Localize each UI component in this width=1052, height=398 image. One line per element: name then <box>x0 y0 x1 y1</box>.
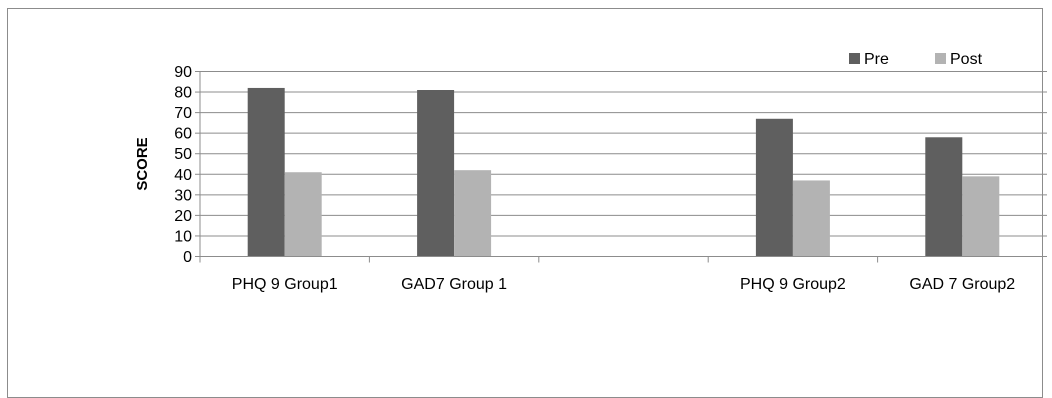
category-label: GAD7 Group 1 <box>401 276 507 293</box>
y-tick-label: 10 <box>174 228 192 245</box>
bar-post-4 <box>962 176 1000 257</box>
chart-frame <box>7 8 1043 398</box>
y-tick-label: 20 <box>174 208 192 225</box>
y-axis-title: SCORE <box>134 137 151 190</box>
y-tick-label: 0 <box>183 249 192 266</box>
category-labels: PHQ 9 Group1 GAD7 Group 1 PHQ 9 Group2 GAD … <box>232 276 1016 293</box>
legend-label-pre: Pre <box>864 51 889 68</box>
bar-post-3 <box>792 180 830 257</box>
category-label: PHQ 9 Group2 <box>740 276 846 293</box>
y-tick-label: 50 <box>174 146 192 163</box>
category-label: GAD 7 Group2 <box>909 276 1015 293</box>
gridlines <box>200 71 1047 237</box>
y-tick-label: 80 <box>174 85 192 102</box>
bars <box>247 87 1000 257</box>
y-tick-label: 40 <box>174 167 192 184</box>
legend-label-post: Post <box>950 51 983 68</box>
legend: Pre Post <box>849 51 983 68</box>
bar-pre-3 <box>755 118 793 257</box>
bar-pre-4 <box>925 137 963 257</box>
bar-chart: 0 10 20 30 40 50 60 70 80 90 PHQ 9 Group1 GAD7 Gro… <box>134 51 1047 293</box>
y-tick-labels: 0 10 20 30 40 50 60 70 80 90 <box>174 64 192 266</box>
y-tick-label: 90 <box>174 64 192 81</box>
legend-swatch-pre <box>849 53 860 64</box>
bar-pre-0 <box>247 87 285 257</box>
bar-post-1 <box>454 170 492 257</box>
legend-swatch-post <box>935 53 946 64</box>
y-tick-label: 60 <box>174 126 192 143</box>
category-label: PHQ 9 Group1 <box>232 276 338 293</box>
y-tick-label: 30 <box>174 187 192 204</box>
bar-post-0 <box>284 172 322 257</box>
y-tick-label: 70 <box>174 105 192 122</box>
bar-pre-1 <box>417 90 455 257</box>
axes <box>195 71 1047 263</box>
